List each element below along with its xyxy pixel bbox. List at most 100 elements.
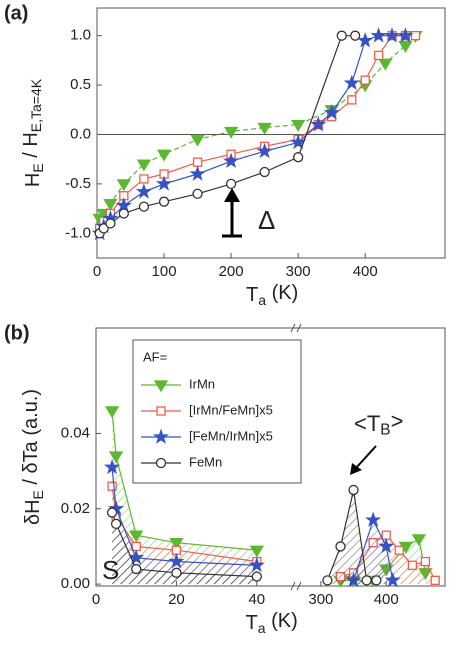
delta-arrow — [222, 188, 242, 238]
text-part: (K) — [266, 610, 298, 632]
marker — [105, 218, 116, 229]
legend-label: IrMn — [189, 376, 215, 391]
x-tick-label: 20 — [168, 591, 185, 608]
marker — [190, 134, 205, 147]
marker — [373, 50, 384, 61]
marker — [293, 152, 304, 163]
marker — [158, 196, 170, 207]
x-tick-label: 400 — [374, 591, 399, 608]
marker — [156, 149, 172, 162]
marker — [115, 197, 132, 213]
legend-title: AF= — [143, 349, 167, 364]
marker — [430, 575, 440, 586]
text-part: T — [246, 284, 258, 306]
y-tick-label: -0.5 — [65, 175, 91, 192]
marker — [192, 157, 203, 167]
subscript: E — [30, 490, 46, 499]
marker — [256, 142, 273, 159]
text-part: / δTa (a.u.) — [20, 389, 42, 490]
legend-label: FeMn — [189, 454, 222, 469]
legend-marker — [153, 380, 169, 393]
y-tick-label: 0.04 — [61, 424, 90, 441]
x-tick-label: 400 — [353, 263, 378, 280]
x-tick-label: 0 — [93, 263, 101, 280]
marker — [348, 484, 359, 496]
marker — [365, 511, 382, 527]
text-part: T — [246, 612, 258, 634]
legend-label: [IrMn/FeMn]x5 — [189, 402, 273, 417]
marker — [420, 556, 431, 567]
marker — [336, 30, 347, 41]
marker — [378, 58, 393, 71]
x-tick-label: 40 — [248, 591, 265, 608]
x-axis-label: Ta (K) — [246, 610, 298, 635]
marker — [129, 530, 144, 543]
subscript: E — [30, 163, 46, 172]
marker — [128, 549, 145, 565]
y-tick-label: 0.0 — [70, 125, 91, 142]
legend-label: [FeMn/IrMn]x5 — [189, 428, 273, 443]
marker — [107, 481, 117, 491]
x-axis-label: Ta (K) — [246, 282, 298, 307]
y-tick-label: 0.5 — [70, 76, 91, 93]
marker — [189, 165, 206, 181]
y-tick-label: -1.0 — [65, 224, 91, 241]
legend-marker — [155, 457, 167, 469]
marker — [103, 199, 118, 211]
subscript: a — [258, 620, 266, 636]
marker — [397, 27, 414, 43]
marker — [378, 538, 395, 554]
marker — [360, 75, 370, 85]
tb-arrow — [350, 445, 377, 475]
marker — [118, 208, 129, 219]
text-part: <T — [354, 411, 380, 436]
marker — [381, 530, 391, 540]
legend-marker — [152, 428, 170, 444]
marker — [347, 95, 357, 105]
marker — [131, 541, 141, 552]
marker — [411, 534, 427, 547]
marker — [223, 126, 239, 139]
marker — [139, 174, 149, 184]
subscript: B — [380, 421, 390, 438]
marker — [310, 116, 327, 132]
marker — [335, 541, 346, 552]
subscript: E,Ta=4K — [28, 78, 44, 132]
marker — [169, 538, 184, 550]
subscript: a — [258, 292, 266, 308]
plot-frame — [96, 7, 446, 259]
marker — [398, 40, 413, 53]
marker — [322, 575, 333, 586]
marker — [291, 119, 306, 132]
panel-label: (b) — [4, 322, 30, 344]
x-tick-label: 300 — [308, 591, 333, 608]
marker — [131, 563, 142, 575]
marker — [116, 179, 131, 192]
marker — [407, 560, 417, 570]
x-tick-label: 200 — [219, 263, 244, 280]
text-part: (K) — [266, 282, 298, 304]
marker — [108, 451, 124, 464]
hatched-area — [327, 490, 377, 585]
marker — [104, 458, 121, 475]
marker — [171, 567, 182, 578]
marker — [98, 223, 109, 234]
marker — [251, 571, 262, 582]
marker — [357, 32, 374, 48]
marker — [104, 406, 120, 419]
marker — [370, 27, 387, 43]
marker — [384, 571, 401, 588]
marker — [290, 133, 307, 150]
marker — [361, 575, 372, 586]
x-tick-label: 0 — [92, 591, 100, 608]
marker — [410, 31, 421, 41]
marker — [135, 183, 152, 199]
y-tick-label: 0.00 — [61, 575, 90, 592]
tb-label: <TB> — [354, 409, 403, 439]
marker — [257, 122, 272, 135]
series-line — [99, 35, 416, 229]
marker — [248, 556, 265, 573]
marker — [383, 27, 401, 43]
marker — [168, 552, 185, 569]
y-tick-label: 1.0 — [70, 27, 91, 44]
